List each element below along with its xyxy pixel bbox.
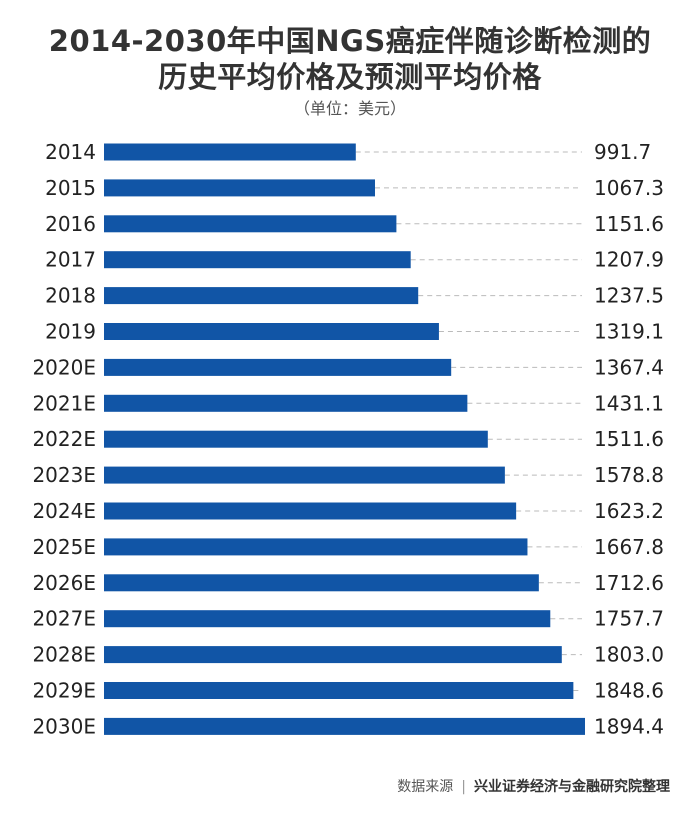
category-label: 2027E bbox=[32, 607, 96, 631]
bar bbox=[104, 682, 574, 699]
bar bbox=[104, 143, 356, 161]
bar bbox=[104, 502, 517, 520]
value-label: 1894.4 bbox=[594, 714, 664, 738]
source-label: 数据来源 bbox=[397, 779, 454, 795]
bar bbox=[104, 358, 452, 376]
value-label: 1367.4 bbox=[594, 355, 664, 379]
bar bbox=[104, 646, 562, 664]
category-label: 2029E bbox=[32, 679, 96, 703]
unit-label: （单位：美元） bbox=[293, 99, 406, 118]
value-label: 1712.6 bbox=[594, 571, 664, 595]
value-label: 1207.9 bbox=[594, 248, 664, 272]
category-label: 2021E bbox=[32, 391, 96, 415]
value-label: 1667.8 bbox=[594, 535, 664, 559]
bar bbox=[104, 466, 505, 484]
category-label: 2030E bbox=[32, 714, 96, 738]
value-label: 1757.7 bbox=[594, 607, 664, 631]
value-label: 1623.2 bbox=[594, 499, 664, 523]
bar bbox=[104, 179, 375, 197]
bar bbox=[104, 717, 585, 735]
category-label: 2017 bbox=[45, 248, 96, 272]
chart-title-line2: 历史平均价格及预测平均价格 bbox=[158, 60, 542, 94]
value-label: 1151.6 bbox=[594, 212, 664, 236]
source-organization: 兴业证券经济与金融研究院整理 bbox=[474, 779, 670, 795]
bar bbox=[104, 215, 397, 233]
value-label: 1803.0 bbox=[594, 643, 664, 667]
value-label: 1237.5 bbox=[594, 284, 664, 308]
value-label: 1848.6 bbox=[594, 679, 664, 703]
category-label: 2028E bbox=[32, 643, 96, 667]
source-separator: | bbox=[461, 779, 466, 795]
value-label: 1319.1 bbox=[594, 320, 664, 344]
bar bbox=[104, 430, 488, 448]
category-label: 2019 bbox=[45, 320, 96, 344]
category-label: 2026E bbox=[32, 571, 96, 595]
value-label: 991.7 bbox=[594, 140, 651, 164]
category-label: 2023E bbox=[32, 463, 96, 487]
bar bbox=[104, 287, 419, 305]
source-note: 数据来源 | 兴业证券经济与金融研究院整理 bbox=[397, 776, 670, 796]
category-label: 2024E bbox=[32, 499, 96, 523]
category-label: 2018 bbox=[45, 284, 96, 308]
value-label: 1578.8 bbox=[594, 463, 664, 487]
category-label: 2025E bbox=[32, 535, 96, 559]
chart-title-line1: 2014-2030年中国NGS癌症伴随诊断检测的 bbox=[48, 24, 652, 58]
category-label: 2016 bbox=[45, 212, 96, 236]
bar bbox=[104, 323, 439, 340]
value-label: 1431.1 bbox=[594, 391, 664, 415]
bar bbox=[104, 574, 539, 592]
category-label: 2015 bbox=[45, 176, 96, 200]
category-label: 2022E bbox=[32, 427, 96, 451]
category-label: 2020E bbox=[32, 355, 96, 379]
category-label: 2014 bbox=[45, 140, 96, 164]
bar bbox=[104, 538, 528, 556]
value-label: 1511.6 bbox=[594, 427, 664, 451]
bar bbox=[104, 394, 468, 412]
bar bbox=[104, 251, 411, 269]
value-label: 1067.3 bbox=[594, 176, 664, 200]
bar bbox=[104, 610, 551, 628]
